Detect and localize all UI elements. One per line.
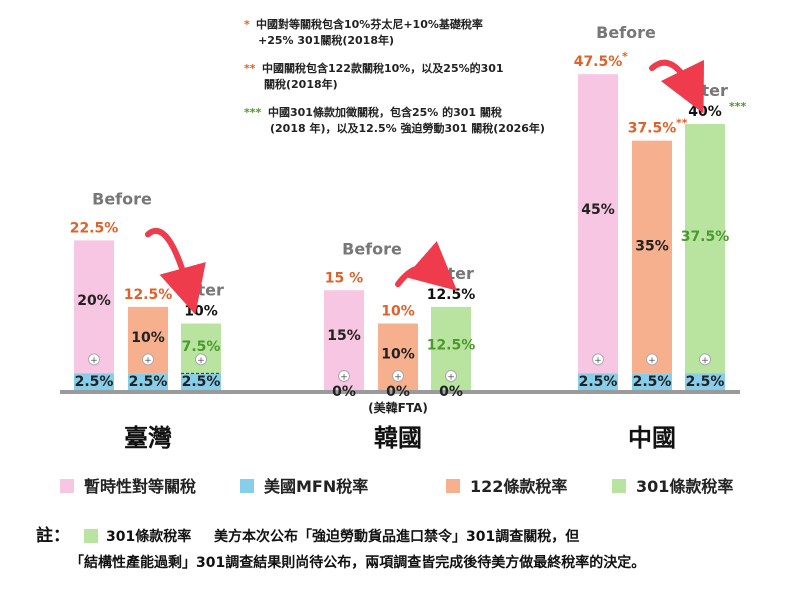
plus-glyph: + xyxy=(394,373,402,383)
transition-arrow-icon xyxy=(649,59,704,114)
plus-glyph: + xyxy=(648,356,656,366)
legend-label-mfn: 美國MFN稅率 xyxy=(264,477,368,496)
note-line: 中國對等關稅包含10%芬太尼+10%基礎稅率 xyxy=(256,17,483,31)
note-marker: * xyxy=(244,18,250,31)
legend-swatch-s122 xyxy=(446,479,460,493)
bar-mfn xyxy=(632,373,672,390)
group-name: 臺灣 xyxy=(124,424,172,452)
label-mfn: 2.5% xyxy=(182,374,221,390)
plus-icon xyxy=(195,353,207,366)
label-mfn: 0% xyxy=(332,384,356,400)
label-total: 12.5% xyxy=(124,287,173,303)
bar-reciprocal xyxy=(578,74,618,374)
label-mfn: 2.5% xyxy=(686,374,725,390)
note-line: +25% 301關稅(2018年) xyxy=(258,33,394,47)
bar-mfn xyxy=(74,373,114,390)
footnote-line-1: 美方本次公布「強迫勞動貨品進口禁令」301調查關稅，但 xyxy=(214,528,579,545)
legend-label-s122: 122條款稅率 xyxy=(470,477,567,496)
legend-label-reciprocal: 暫時性對等關稅 xyxy=(84,477,196,496)
plus-icon xyxy=(592,353,604,366)
notes: * 中國對等關稅包含10%芬太尼+10%基礎稅率 +25% 301關稅(2018年)… xyxy=(244,17,545,135)
label-main: 37.5% xyxy=(681,229,730,245)
group-sublabel: (美韓FTA) xyxy=(368,400,428,415)
bar-mfn xyxy=(181,373,221,390)
label-mfn: 2.5% xyxy=(75,374,114,390)
before-label: Before xyxy=(92,189,152,208)
label-main: 12.5% xyxy=(427,337,476,353)
label-main: 10% xyxy=(131,330,165,346)
label-mfn: 0% xyxy=(386,384,410,400)
label-total: 15 % xyxy=(325,270,363,286)
plus-glyph: + xyxy=(594,356,602,366)
label-main: 15% xyxy=(327,328,361,344)
transition-arrow-icon xyxy=(145,227,206,315)
label-mfn: 2.5% xyxy=(579,374,618,390)
bar-mfn xyxy=(685,373,725,390)
footnote-legend-label: 301條款稅率 xyxy=(106,528,191,545)
note-marker: *** xyxy=(244,106,262,119)
label-total: 22.5% xyxy=(70,220,119,236)
legend-label-s301: 301條款稅率 xyxy=(636,477,733,496)
label-total: 47.5% xyxy=(574,54,623,70)
plus-icon xyxy=(392,370,404,382)
transition-arrow-icon xyxy=(395,241,458,291)
legend: 暫時性對等關稅 美國MFN稅率 122條款稅率 301條款稅率 xyxy=(60,477,733,496)
plus-icon xyxy=(88,353,100,366)
legend-swatch-mfn xyxy=(240,479,254,493)
label-mfn: 2.5% xyxy=(633,374,672,390)
plus-icon xyxy=(338,370,350,382)
bar-s122 xyxy=(632,140,672,374)
bar-s301 xyxy=(685,124,725,374)
legend-swatch-s301 xyxy=(612,479,626,493)
note-line: (2018 年)，以及12.5% 強迫勞動301 關稅(2026年) xyxy=(270,121,545,135)
label-main: 45% xyxy=(581,202,615,218)
plus-icon xyxy=(142,353,154,366)
footnote-prefix: 註： xyxy=(36,525,70,546)
footnote-line-2: 「結構性產能過剩」301調查結果則尚待公布，兩項調查皆完成後待美方做最終稅率的決… xyxy=(70,554,645,571)
note-line: 中國301條款加徵關稅，包含25% 的301 關稅 xyxy=(268,105,502,119)
group-name: 韓國 xyxy=(374,424,422,452)
note-line: 中國關稅包含122款關稅10%，以及25%的301 xyxy=(262,61,504,75)
label-total-marker: ** xyxy=(676,117,688,130)
label-total: 10% xyxy=(184,304,218,320)
before-label: Before xyxy=(342,239,402,258)
before-label: Before xyxy=(596,23,656,42)
note-marker: ** xyxy=(244,62,256,75)
bar-reciprocal xyxy=(74,240,114,374)
group-name: 中國 xyxy=(628,424,676,452)
footnote: 註： 301條款稅率 美方本次公布「強迫勞動貨品進口禁令」301調查關稅，但「結構性… xyxy=(36,525,645,571)
plus-icon xyxy=(445,370,457,382)
label-mfn: 0% xyxy=(439,384,463,400)
label-total: 40% xyxy=(688,104,722,120)
note-line: 關稅(2018年) xyxy=(264,77,338,91)
plus-icon xyxy=(646,353,658,366)
label-mfn: 2.5% xyxy=(129,374,168,390)
label-main: 35% xyxy=(635,238,669,254)
plus-glyph: + xyxy=(340,373,348,383)
bar-mfn xyxy=(578,373,618,390)
plus-glyph: + xyxy=(144,356,152,366)
plus-glyph: + xyxy=(197,356,205,366)
label-total: 12.5% xyxy=(427,287,476,303)
labels: 2.5% 20% 22.5% Before 2.5% 10% 12.5% 2.5% 7.5% 10… xyxy=(70,23,747,452)
label-total-marker: *** xyxy=(729,100,747,113)
plus-glyph: + xyxy=(90,356,98,366)
label-main: 10% xyxy=(381,346,415,362)
label-total-marker: * xyxy=(622,50,628,63)
legend-swatch-reciprocal xyxy=(60,479,74,493)
plus-icon xyxy=(699,353,711,366)
footnote-swatch xyxy=(84,529,98,543)
label-main: 7.5% xyxy=(182,339,221,355)
bars: + + + + + + + + + xyxy=(60,74,740,394)
plus-glyph: + xyxy=(701,356,709,366)
label-total: 37.5% xyxy=(628,121,677,137)
label-total: 10% xyxy=(381,304,415,320)
plus-glyph: + xyxy=(447,373,455,383)
bar-mfn xyxy=(128,373,168,390)
label-main: 20% xyxy=(77,293,111,309)
